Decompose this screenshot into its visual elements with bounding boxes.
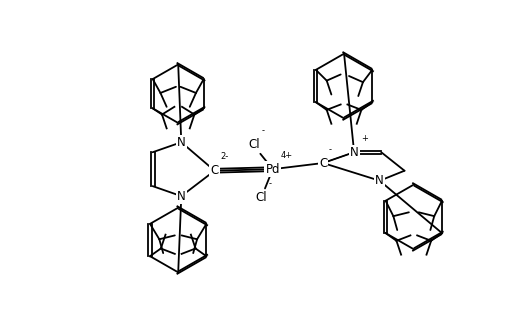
Text: Cl: Cl — [256, 191, 267, 204]
Text: -: - — [262, 126, 265, 135]
Text: N: N — [350, 146, 359, 159]
Text: N: N — [375, 174, 384, 187]
Text: 2-: 2- — [220, 152, 228, 161]
Text: +: + — [361, 134, 368, 143]
Text: Cl: Cl — [248, 138, 260, 151]
Text: -: - — [329, 145, 332, 154]
Text: -: - — [269, 179, 272, 189]
Text: N: N — [177, 136, 186, 149]
Text: Pd: Pd — [266, 163, 280, 176]
Text: 4+: 4+ — [280, 151, 293, 160]
Text: C: C — [319, 157, 327, 169]
Text: N: N — [177, 189, 186, 203]
Text: C: C — [210, 164, 219, 177]
